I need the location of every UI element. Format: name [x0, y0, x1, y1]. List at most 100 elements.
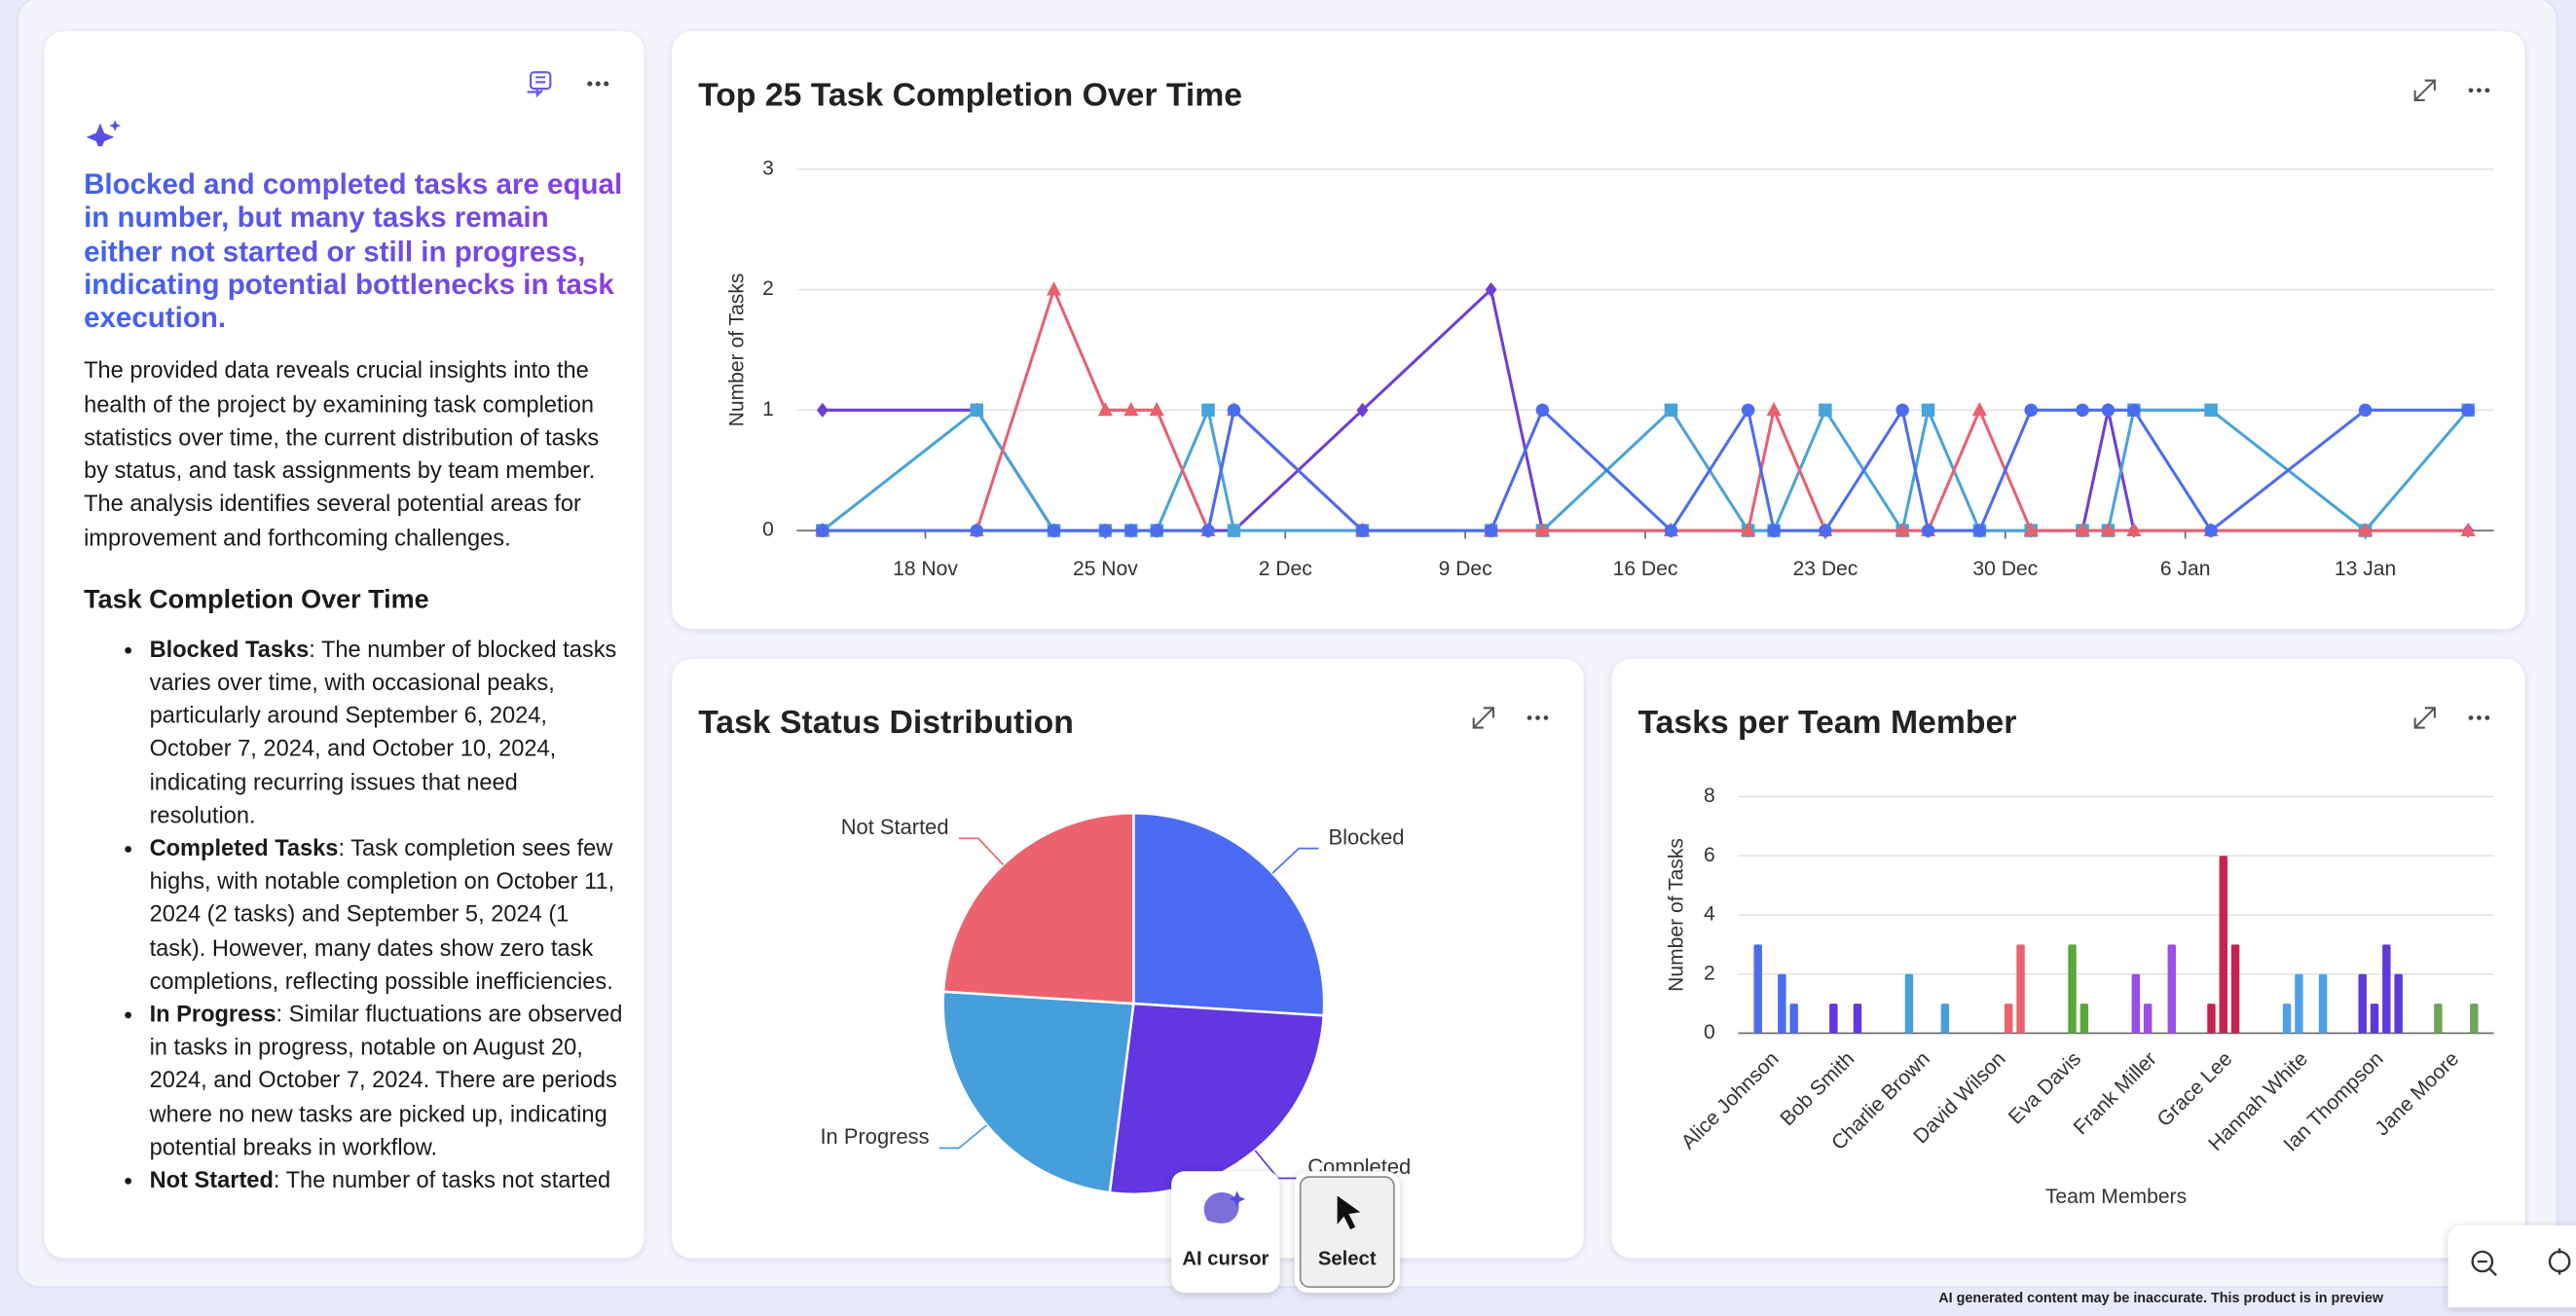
point [970, 524, 984, 537]
point [1227, 403, 1241, 418]
point [1534, 522, 1550, 536]
section-title: Task Completion Over Time [84, 585, 429, 614]
expand-icon[interactable] [2413, 79, 2436, 101]
select-button[interactable]: Select [1294, 1171, 1400, 1294]
point [2204, 403, 2218, 418]
y-axis-label: Number of Tasks [1666, 838, 1688, 992]
point [1098, 524, 1113, 537]
leader-line [958, 837, 1004, 865]
bullet: In Progress: Similar fluctuations are ob… [150, 997, 626, 1162]
more-icon[interactable] [587, 81, 609, 87]
card-actions [1472, 79, 2436, 729]
bar [2016, 944, 2025, 1034]
x-tick-label: 13 Jan [2335, 558, 2396, 580]
headline: Blocked and completed tasks are equal in… [84, 167, 626, 334]
bar [1904, 973, 1914, 1034]
more-icon[interactable] [2468, 88, 2490, 93]
point [2358, 403, 2373, 418]
bar [1753, 944, 1762, 1034]
pie-slice [941, 990, 1135, 1194]
point [2101, 403, 2116, 418]
leader-line [1271, 847, 1319, 874]
button-label: Select [1317, 1246, 1377, 1270]
sparkle-icon [86, 120, 122, 147]
point [1124, 524, 1138, 537]
bar [2318, 973, 2328, 1034]
bar [2079, 1004, 2089, 1034]
leader-line [938, 1124, 988, 1150]
bar [2370, 1004, 2379, 1034]
point [1097, 401, 1113, 417]
point [816, 524, 829, 537]
pie-slice [1108, 1002, 1326, 1196]
y-tick-label: 2 [762, 277, 774, 300]
x-tick-label: 30 Dec [1972, 558, 2038, 580]
chart-title: Top 25 Task Completion Over Time [698, 76, 1242, 113]
y-tick-label: 0 [762, 519, 774, 541]
zoom-out[interactable] [2471, 1250, 2497, 1277]
point [816, 402, 828, 418]
bullet-list: Blocked Tasks: The number of blocked tas… [84, 632, 626, 1196]
point [1227, 524, 1241, 537]
point [2023, 522, 2039, 536]
bullet-term: Blocked Tasks [149, 635, 310, 662]
bar [2394, 973, 2403, 1034]
panel-icons [86, 71, 609, 147]
bar [2434, 1004, 2443, 1034]
point [1484, 524, 1498, 537]
panel-content: Blocked and completed tasks are equal in… [84, 167, 626, 1196]
zoom-icons [2471, 1248, 2571, 1277]
x-tick-label: Eva Davis [2005, 1047, 2085, 1128]
point [1535, 403, 1550, 418]
point [1123, 401, 1139, 417]
pie-slice [941, 812, 1135, 1005]
zoom-controls [2447, 1225, 2576, 1308]
bar [1829, 1004, 1838, 1034]
x-tick-label: 25 Nov [1073, 558, 1138, 580]
y-tick-label: 0 [1704, 1021, 1715, 1043]
point [1921, 524, 1935, 537]
expand-icon[interactable] [2413, 707, 2436, 729]
bar [1778, 973, 1786, 1034]
intro: The provided data reveals crucial insigh… [84, 357, 600, 550]
bullet: Blocked Tasks: The number of blocked tas… [150, 632, 626, 831]
x-tick-label: 16 Dec [1613, 558, 1678, 580]
point [2460, 522, 2476, 536]
bar [2219, 856, 2227, 1034]
y-tick-label: 6 [1704, 844, 1715, 866]
point [1741, 522, 1756, 536]
point [1150, 524, 1163, 537]
bar [2358, 973, 2367, 1034]
point [2127, 403, 2141, 418]
fit-view[interactable] [2548, 1248, 2571, 1275]
y-tick-label: 2 [1704, 962, 1715, 984]
more-icon[interactable] [2468, 715, 2490, 720]
point [2357, 522, 2374, 536]
point [2075, 522, 2090, 536]
point [1485, 281, 1497, 298]
point [1149, 401, 1164, 417]
point [1895, 403, 1909, 418]
bar [2143, 1004, 2153, 1034]
footer-note: AI generated content may be inaccurate. … [1938, 1289, 2383, 1306]
pie-label: Not Started [841, 815, 949, 839]
point [2461, 403, 2475, 418]
bullet-text: : The number of blocked tasks varies ove… [149, 635, 617, 828]
button-label: AI cursor [1182, 1246, 1270, 1270]
point [2076, 403, 2089, 418]
point [2204, 524, 2218, 537]
bar [2005, 1004, 2013, 1034]
more-icon[interactable] [1527, 715, 1549, 720]
expand-icon[interactable] [1472, 707, 1494, 729]
bar [2207, 1004, 2216, 1034]
ai-cursor-button[interactable]: AI cursor [1171, 1171, 1280, 1294]
point [2100, 522, 2116, 536]
point [2024, 403, 2038, 418]
bullet-text: : Similar fluctuations are observed in t… [149, 1000, 623, 1159]
x-tick-label: 6 Jan [2160, 558, 2211, 580]
point [2126, 522, 2142, 536]
copy-icon[interactable] [527, 71, 552, 98]
